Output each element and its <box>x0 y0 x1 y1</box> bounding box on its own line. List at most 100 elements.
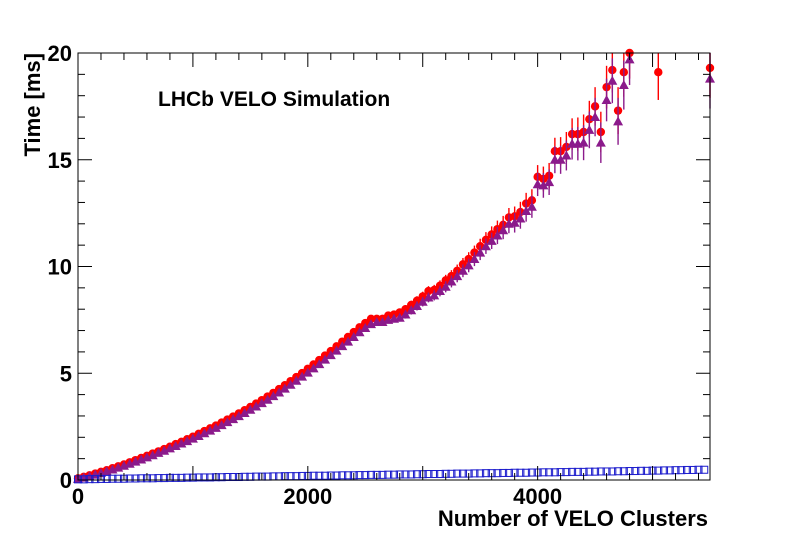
series_triangle-point <box>400 309 411 319</box>
series_triangle-point <box>584 124 595 134</box>
series_square-point <box>642 466 651 475</box>
series_circle-point <box>412 296 422 305</box>
series_square-point <box>568 467 577 476</box>
series_triangle-point <box>314 359 325 369</box>
series_square-point <box>545 468 554 477</box>
series_square-point <box>131 474 140 483</box>
series_square-point <box>470 469 479 478</box>
series_square-point <box>200 473 209 482</box>
series_triangle-point <box>544 177 555 187</box>
series_triangle-point <box>521 205 532 215</box>
series_square-point <box>424 470 433 479</box>
series_square-point <box>550 468 559 477</box>
series_triangle-point <box>337 341 348 351</box>
series_circle-point <box>401 305 410 314</box>
series_triangle-point <box>555 154 566 164</box>
series_triangle-point <box>222 417 233 427</box>
series_square-point <box>183 473 192 482</box>
series_triangle-point <box>159 445 170 455</box>
series_square-point <box>125 474 134 483</box>
series_triangle-point <box>285 379 296 389</box>
series_triangle-point <box>251 401 262 411</box>
series_triangle-point <box>440 281 451 291</box>
chart-annotation: LHCb VELO Simulation <box>158 88 390 111</box>
series_square-point <box>102 474 111 483</box>
series_circle-point <box>441 276 450 285</box>
series_triangle-point <box>228 414 239 424</box>
series_triangle-point <box>325 350 336 360</box>
y-tick-label: 15 <box>48 148 72 173</box>
series_circle-point <box>418 292 427 301</box>
series_square-point <box>493 469 502 478</box>
series_triangle-point <box>302 367 313 377</box>
series_square-point <box>315 471 324 480</box>
series_square-point <box>619 467 628 476</box>
series_square-point <box>522 468 531 477</box>
series_square-point <box>229 473 238 482</box>
series_square-point <box>390 470 398 479</box>
series_triangle-point <box>182 436 193 446</box>
series_triangle-point <box>262 394 273 404</box>
series_square-point <box>562 468 571 477</box>
series_triangle-point <box>291 375 302 385</box>
series_triangle-point <box>256 398 267 408</box>
series_square-point <box>688 465 697 474</box>
series_square-point <box>160 474 169 483</box>
series_triangle-point <box>607 75 618 85</box>
series_circle-point <box>430 285 439 295</box>
y-tick-label: 0 <box>60 468 72 493</box>
series_triangle-point <box>147 450 158 460</box>
series_square-point <box>384 470 393 479</box>
plot-marks <box>73 48 715 484</box>
series_triangle-point <box>492 230 503 240</box>
series_square-point <box>637 466 646 475</box>
series_triangle-point <box>348 331 359 341</box>
series_square-point <box>217 473 226 482</box>
series_triangle-point <box>297 371 308 381</box>
series_triangle-point <box>320 354 331 364</box>
series_circle-point <box>366 314 376 324</box>
series_triangle-point <box>538 180 549 190</box>
series_triangle-point <box>590 112 601 122</box>
series_triangle-point <box>446 276 457 286</box>
series_square-point <box>298 471 307 480</box>
series_triangle-point <box>613 116 624 126</box>
series_triangle-point <box>434 286 445 296</box>
series_circle-point <box>654 68 663 77</box>
series_square-point <box>677 466 686 475</box>
series_triangle-point <box>193 431 204 441</box>
series_triangle-point <box>170 441 181 451</box>
series_square-point <box>154 474 163 483</box>
series_square-point <box>447 469 456 478</box>
series_square-point <box>665 466 674 475</box>
series_square-point <box>177 473 186 482</box>
series_square-point <box>654 466 663 475</box>
series_square-point <box>148 474 157 483</box>
series_triangle-point <box>515 213 526 223</box>
series_square-point <box>137 474 146 483</box>
series_square-point <box>481 469 490 478</box>
series_square-point <box>539 468 548 477</box>
series_square-point <box>458 469 467 478</box>
x-axis-title: Number of VELO Clusters <box>438 506 708 531</box>
series_triangle-point <box>406 305 417 315</box>
series_triangle-point <box>164 443 175 453</box>
series_square-point <box>344 471 353 480</box>
series_square-point <box>332 471 341 480</box>
tick-labels: 0 2000 4000 0 5 10 15 20 <box>48 41 563 509</box>
series_square-point <box>527 468 536 477</box>
series_triangle-point <box>601 94 612 104</box>
series_triangle-point <box>210 422 221 432</box>
series_triangle-point <box>417 296 428 306</box>
series_square-point <box>114 474 123 483</box>
series_triangle-point <box>274 387 285 397</box>
series_triangle-point <box>475 247 486 257</box>
x-tick-label: 4000 <box>513 484 562 509</box>
axes <box>77 52 711 481</box>
series_triangle-point <box>532 179 543 189</box>
series_square-point <box>338 471 347 480</box>
y-tick-label: 5 <box>60 361 72 386</box>
series_triangle-point <box>354 327 365 337</box>
series_triangle-point <box>176 438 187 448</box>
